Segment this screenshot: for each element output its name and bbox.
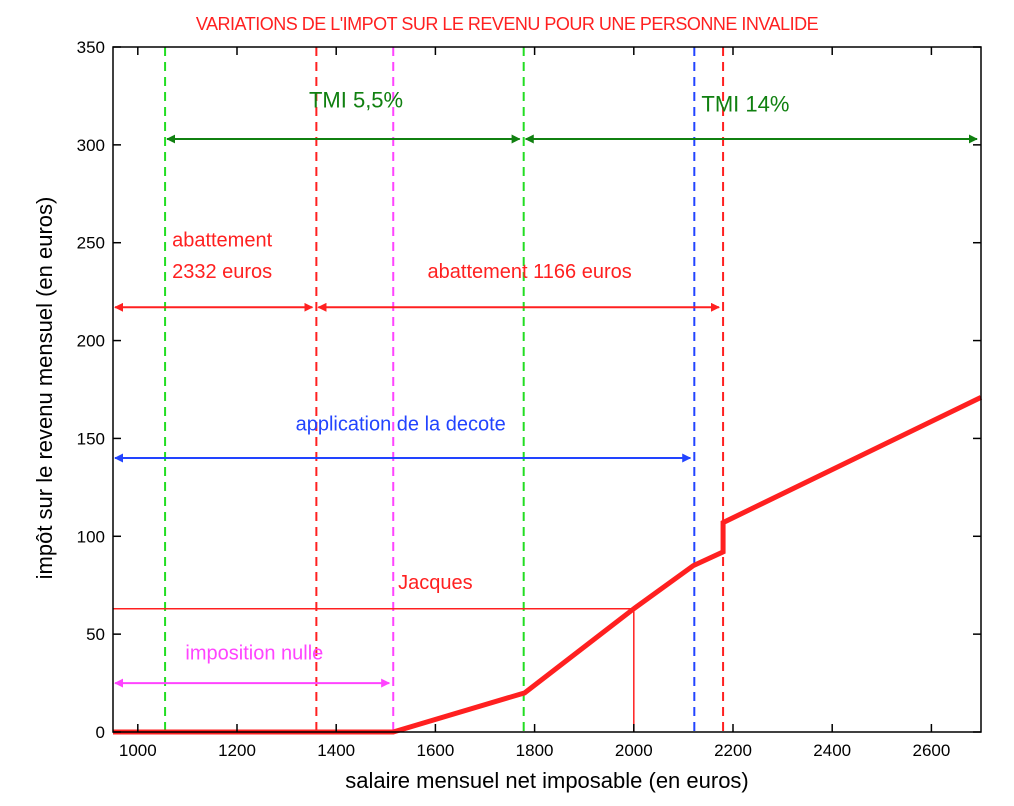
annotation-label: abattement 1166 euros [428,261,632,283]
y-tick-label: 300 [77,136,105,155]
x-tick-label: 1200 [218,741,256,760]
x-tick-label: 1800 [516,741,554,760]
y-tick-label: 100 [77,527,105,546]
y-tick-label: 0 [96,723,105,742]
x-tick-label: 2000 [615,741,653,760]
annotation-label: abattement [172,230,273,252]
x-tick-label: 1600 [416,741,454,760]
series-line [113,395,983,735]
y-tick-label: 250 [77,234,105,253]
y-tick-label: 150 [77,429,105,448]
annotation-label: 2332 euros [172,261,272,283]
annotation-label: TMI 5,5% [309,88,403,113]
annotation-label: Jacques [398,572,473,594]
y-tick-label: 50 [86,625,105,644]
annotation-label: imposition nulle [185,643,323,665]
annotation-label: application de la decote [296,414,506,436]
plot-frame [112,46,982,733]
y-tick-label: 200 [77,332,105,351]
x-tick-label: 1000 [119,741,157,760]
x-tick-label: 1400 [317,741,355,760]
x-axis-label: salaire mensuel net imposable (en euros) [345,768,749,793]
x-tick-label: 2400 [813,741,851,760]
annotation-label: TMI 14% [701,92,789,117]
chart-title: VARIATIONS DE L'IMPOT SUR LE REVENU POUR… [195,14,819,34]
x-tick-label: 2200 [714,741,752,760]
x-tick-label: 2600 [912,741,950,760]
y-tick-label: 350 [77,38,105,57]
